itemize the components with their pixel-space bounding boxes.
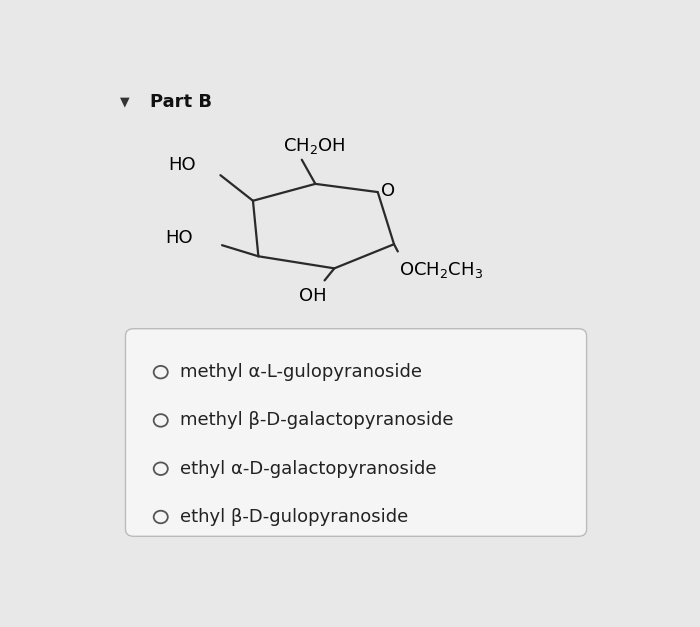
Text: ethyl α-D-galactopyranoside: ethyl α-D-galactopyranoside (180, 460, 436, 478)
Text: ethyl β-D-gulopyranoside: ethyl β-D-gulopyranoside (180, 508, 408, 526)
Text: HO: HO (166, 229, 193, 248)
Circle shape (154, 511, 168, 524)
Text: ▼: ▼ (120, 95, 130, 108)
Text: OCH$_2$CH$_3$: OCH$_2$CH$_3$ (400, 260, 484, 280)
Text: Part B: Part B (150, 93, 212, 111)
Text: methyl α-L-gulopyranoside: methyl α-L-gulopyranoside (180, 363, 421, 381)
Text: CH$_2$OH: CH$_2$OH (283, 136, 346, 156)
Circle shape (154, 463, 168, 475)
Text: HO: HO (169, 155, 196, 174)
Text: O: O (381, 182, 395, 200)
Text: OH: OH (299, 287, 326, 305)
Text: methyl β-D-galactopyranoside: methyl β-D-galactopyranoside (180, 411, 453, 429)
FancyBboxPatch shape (125, 329, 587, 536)
Circle shape (154, 414, 168, 427)
Circle shape (154, 366, 168, 379)
